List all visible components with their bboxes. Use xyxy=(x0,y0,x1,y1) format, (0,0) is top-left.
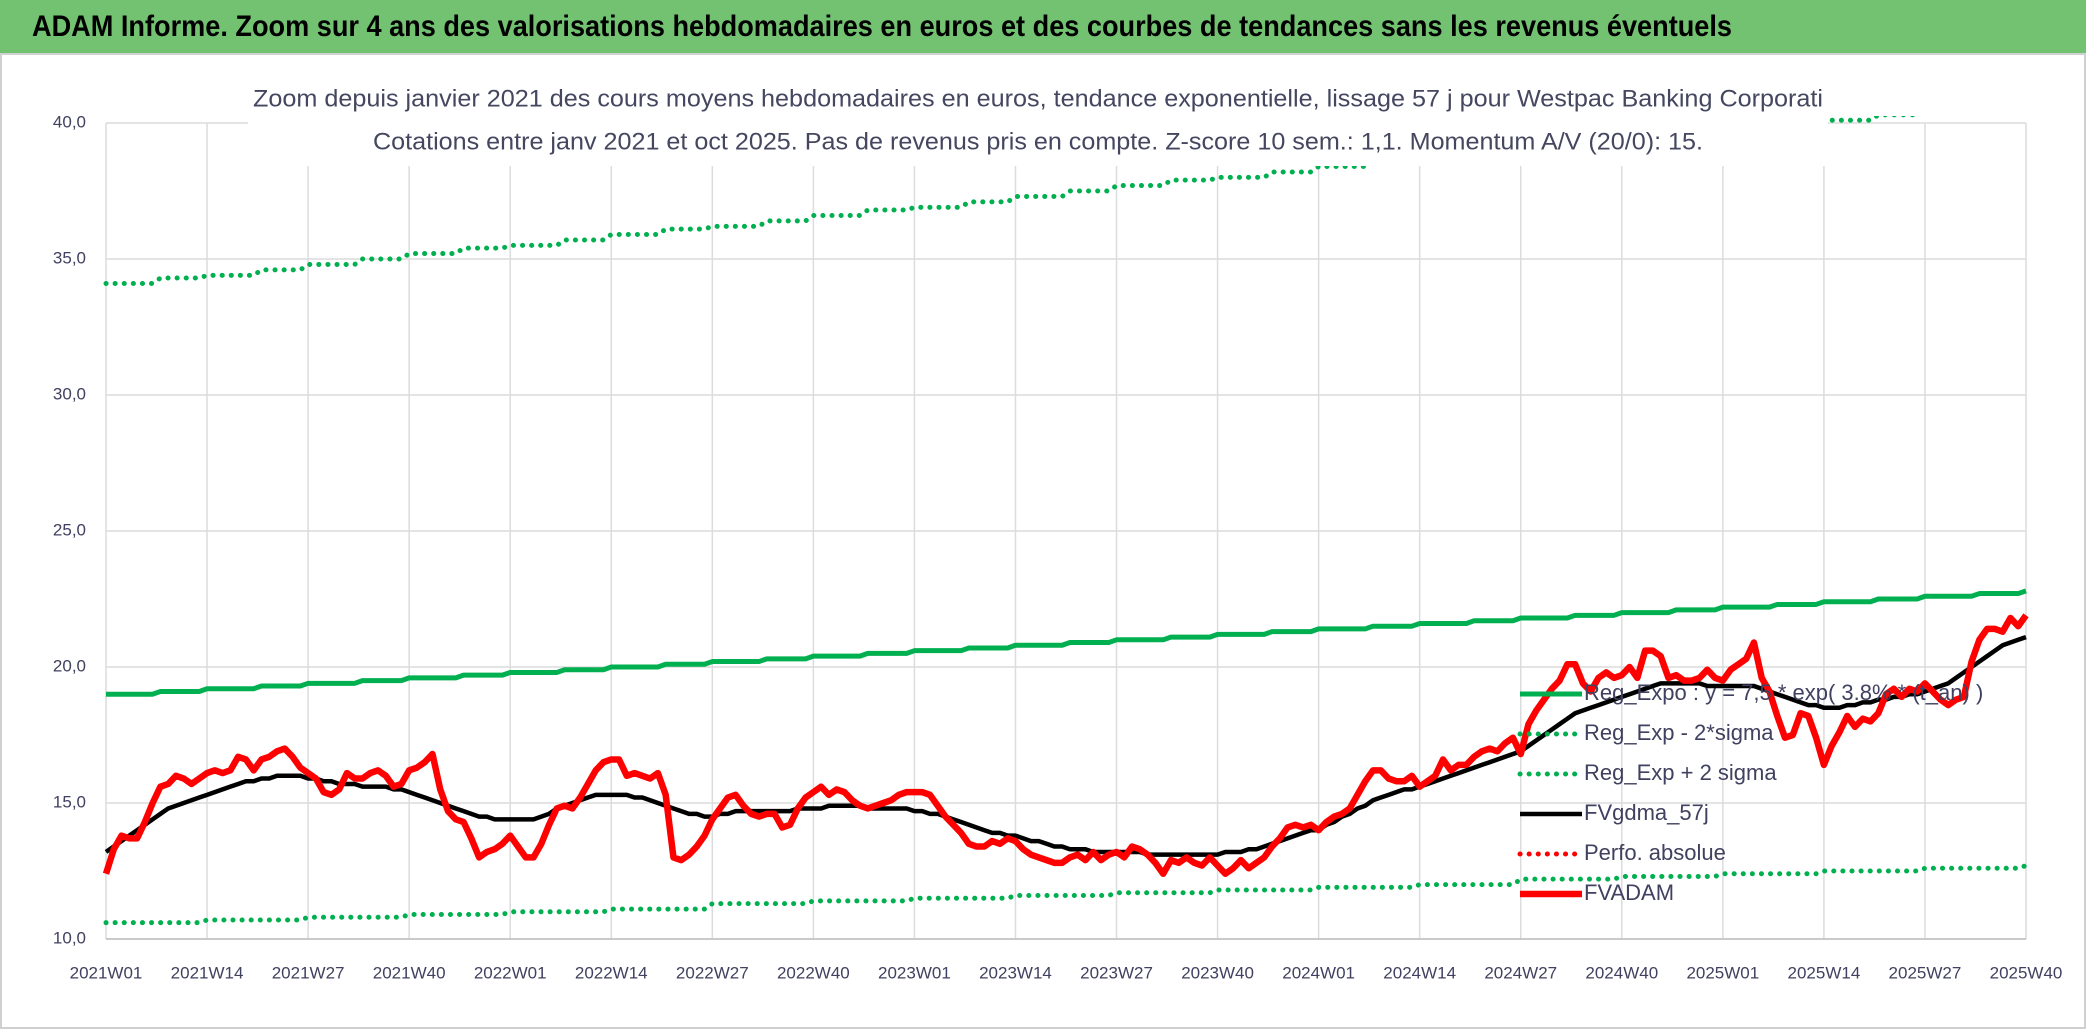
legend-label: Reg_Exp + 2 sigma xyxy=(1584,760,1777,785)
x-tick-label: 2021W27 xyxy=(272,963,345,982)
legend-label: Reg_Exp - 2*sigma xyxy=(1584,720,1774,745)
x-tick-label: 2025W01 xyxy=(1686,963,1759,982)
subtitle-box xyxy=(248,78,1828,166)
x-tick-label: 2024W14 xyxy=(1383,963,1456,982)
y-tick-label: 35,0 xyxy=(53,248,86,267)
header-bar xyxy=(0,0,2086,54)
y-tick-label: 40,0 xyxy=(53,112,86,131)
plot xyxy=(102,116,2029,926)
y-tick-label: 20,0 xyxy=(53,656,86,675)
y-tick-label: 30,0 xyxy=(53,384,86,403)
series-line xyxy=(103,863,2029,926)
x-tick-label: 2021W01 xyxy=(70,963,143,982)
grid: 10,0 15,0 20,0 25,0 30,0 35,0 40,0 2021W01 2021W… xyxy=(53,112,2062,982)
x-tick-label: 2023W27 xyxy=(1080,963,1153,982)
y-tick-label: 25,0 xyxy=(53,520,86,539)
x-tick-label: 2024W27 xyxy=(1484,963,1557,982)
x-tick-label: 2021W14 xyxy=(171,963,244,982)
x-tick-label: 2022W01 xyxy=(474,963,547,982)
x-tick-label: 2025W14 xyxy=(1788,963,1861,982)
y-tick-label: 15,0 xyxy=(53,792,86,811)
legend-label: Reg_Expo : y = 7,5 * exp( 3.8% * (t_an) … xyxy=(1584,680,1983,705)
x-tick-label: 2023W01 xyxy=(878,963,951,982)
x-tick-label: 2022W27 xyxy=(676,963,749,982)
x-tick-label: 2023W14 xyxy=(979,963,1052,982)
x-tick-label: 2022W14 xyxy=(575,963,648,982)
page-title: ADAM Informe. Zoom sur 4 ans des valoris… xyxy=(32,10,1732,43)
subtitle: Cotations entre janv 2021 et oct 2025. P… xyxy=(373,128,1703,155)
series-line xyxy=(104,634,2027,857)
series-line xyxy=(103,116,1920,286)
x-tick-label: 2024W01 xyxy=(1282,963,1355,982)
x-tick-label: 2021W40 xyxy=(373,963,446,982)
x-tick-label: 2023W40 xyxy=(1181,963,1254,982)
x-tick-label: 2025W40 xyxy=(1990,963,2063,982)
x-tick-label: 2025W27 xyxy=(1889,963,1962,982)
legend-label: Perfo. absolue xyxy=(1584,840,1726,865)
series-line xyxy=(106,588,2027,697)
series-line xyxy=(102,613,2029,877)
chart-frame xyxy=(0,53,2086,1029)
legend: Reg_Expo : y = 7,5 * exp( 3.8% * (t_an) … xyxy=(1517,680,1983,905)
legend-label: FVADAM xyxy=(1584,880,1674,905)
x-tick-label: 2022W40 xyxy=(777,963,850,982)
x-tick-label: 2024W40 xyxy=(1585,963,1658,982)
subtitle: Zoom depuis janvier 2021 des cours moyen… xyxy=(253,85,1823,112)
legend-label: FVgdma_57j xyxy=(1584,800,1709,825)
y-tick-label: 10,0 xyxy=(53,928,86,947)
